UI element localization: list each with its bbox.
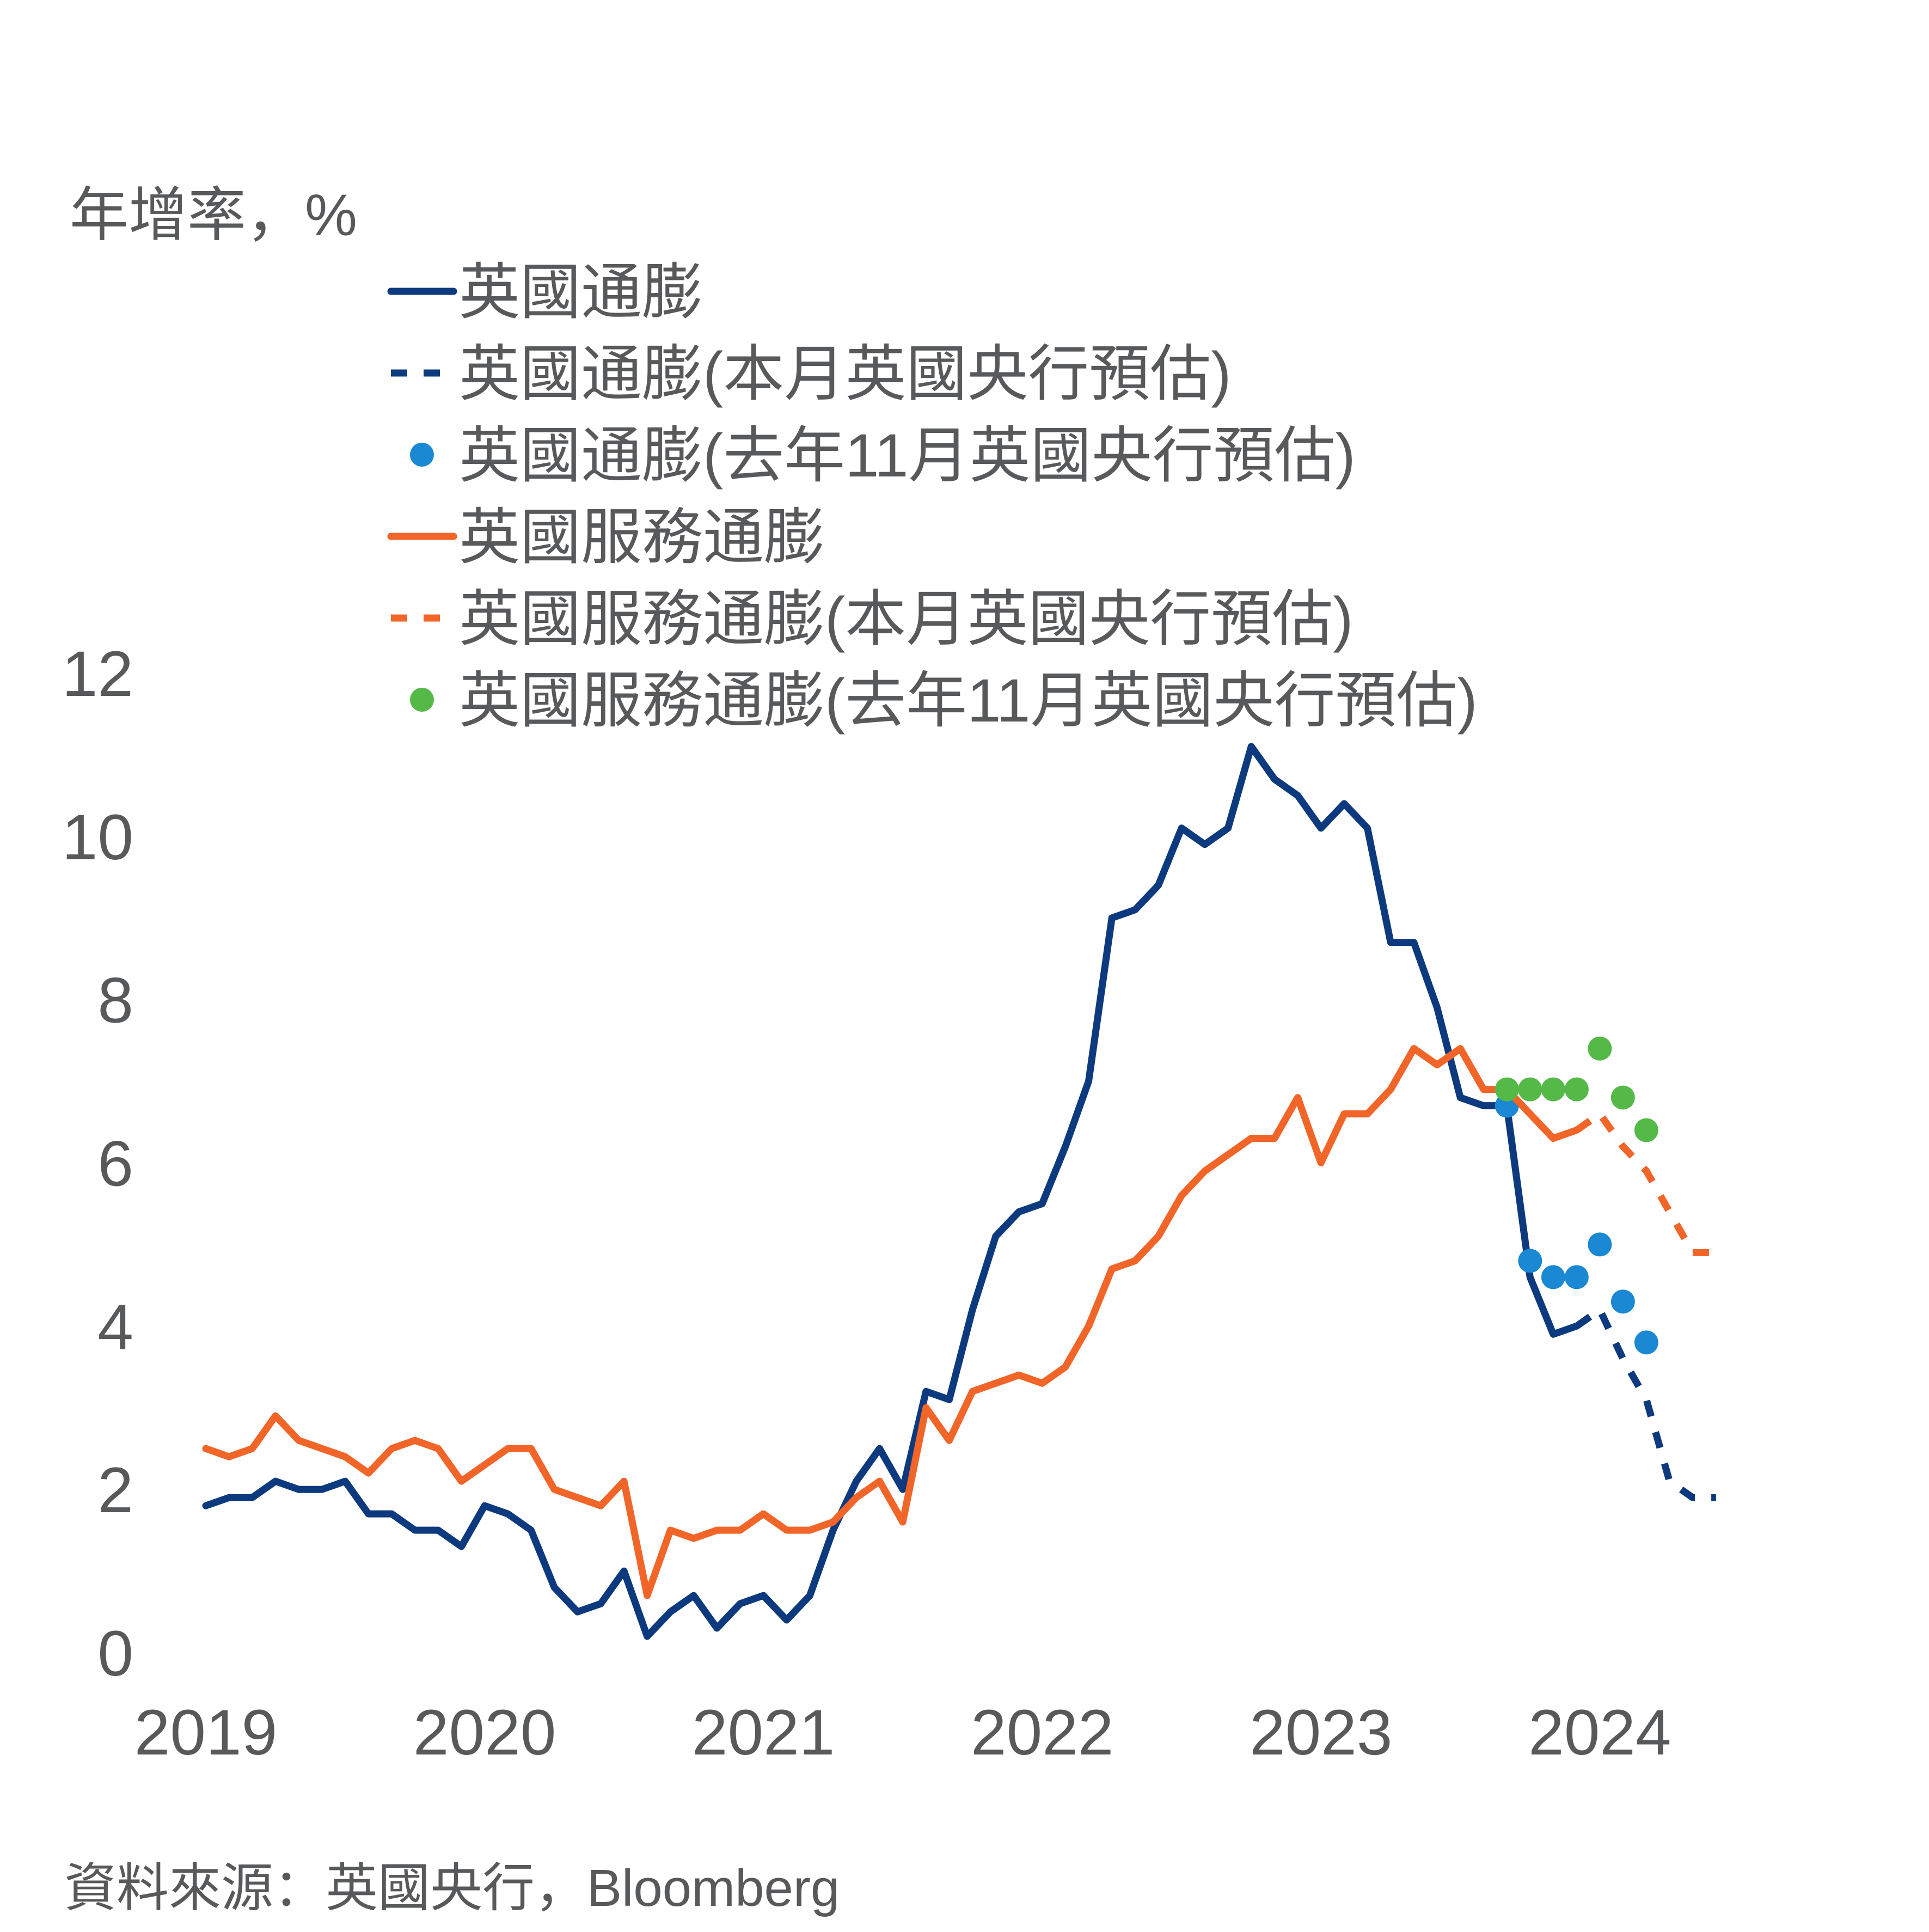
x-tick-label: 2021 bbox=[692, 1697, 835, 1769]
data-point bbox=[1588, 1232, 1612, 1257]
x-tick-label: 2024 bbox=[1528, 1697, 1671, 1769]
data-point bbox=[1610, 1085, 1635, 1110]
data-point bbox=[1518, 1077, 1542, 1102]
legend-label: 英國通膨(本月英國央行預估) bbox=[459, 340, 1232, 408]
y-tick-label: 6 bbox=[97, 1128, 133, 1200]
data-point bbox=[1588, 1036, 1612, 1061]
y-tick-label: 10 bbox=[62, 802, 133, 873]
data-point bbox=[1610, 1289, 1635, 1314]
y-tick-label: 2 bbox=[97, 1454, 133, 1526]
y-tick-label: 4 bbox=[97, 1291, 133, 1363]
legend-label: 英國通膨 bbox=[459, 258, 703, 326]
legend-item: 英國通膨 bbox=[387, 258, 703, 326]
legend-swatch bbox=[410, 443, 434, 467]
legend-swatch bbox=[410, 688, 434, 712]
legend-label: 英國服務通膨(本月英國央行預估) bbox=[459, 585, 1354, 653]
source-note: 資料來源：英國央行，Bloomberg bbox=[64, 1859, 840, 1917]
y-tick-label: 8 bbox=[97, 965, 133, 1037]
y-axis-label: 年增率，% bbox=[70, 182, 357, 248]
legend-item: 英國通膨(本月英國央行預估) bbox=[391, 340, 1232, 408]
series-line bbox=[202, 743, 1581, 1640]
data-point bbox=[1541, 1265, 1565, 1289]
x-axis-ticks: 2019 2020 2021 2022 2023 2024 bbox=[134, 1697, 1671, 1769]
legend-label: 英國服務通膨 bbox=[459, 503, 825, 571]
legend-item: 英國服務通膨 bbox=[387, 503, 825, 571]
legend-item: 英國通膨(去年11月英國央行預估) bbox=[410, 421, 1356, 490]
data-point bbox=[1634, 1330, 1658, 1355]
series-layer bbox=[202, 743, 1716, 1640]
x-tick-label: 2022 bbox=[971, 1697, 1114, 1769]
x-tick-label: 2023 bbox=[1250, 1697, 1393, 1769]
x-tick-label: 2019 bbox=[134, 1697, 278, 1769]
data-point bbox=[1495, 1077, 1519, 1102]
legend-item: 英國服務通膨(本月英國央行預估) bbox=[391, 585, 1354, 653]
data-point bbox=[1541, 1077, 1565, 1102]
data-point bbox=[1564, 1265, 1589, 1289]
y-tick-label: 12 bbox=[62, 638, 133, 710]
legend-label: 英國服務通膨(去年11月英國央行預估) bbox=[459, 667, 1478, 735]
series-line bbox=[202, 1045, 1581, 1599]
legend-label: 英國通膨(去年11月英國央行預估) bbox=[459, 421, 1356, 490]
data-point bbox=[1564, 1077, 1589, 1102]
series-line bbox=[1575, 1306, 1716, 1501]
y-axis-ticks: 0 2 4 6 8 10 12 bbox=[62, 638, 133, 1690]
data-point bbox=[1634, 1118, 1658, 1142]
data-point bbox=[1518, 1249, 1542, 1273]
series-line bbox=[1575, 1110, 1716, 1256]
x-tick-label: 2020 bbox=[413, 1697, 556, 1769]
y-tick-label: 0 bbox=[97, 1618, 133, 1690]
legend-item: 英國服務通膨(去年11月英國央行預估) bbox=[410, 667, 1478, 735]
